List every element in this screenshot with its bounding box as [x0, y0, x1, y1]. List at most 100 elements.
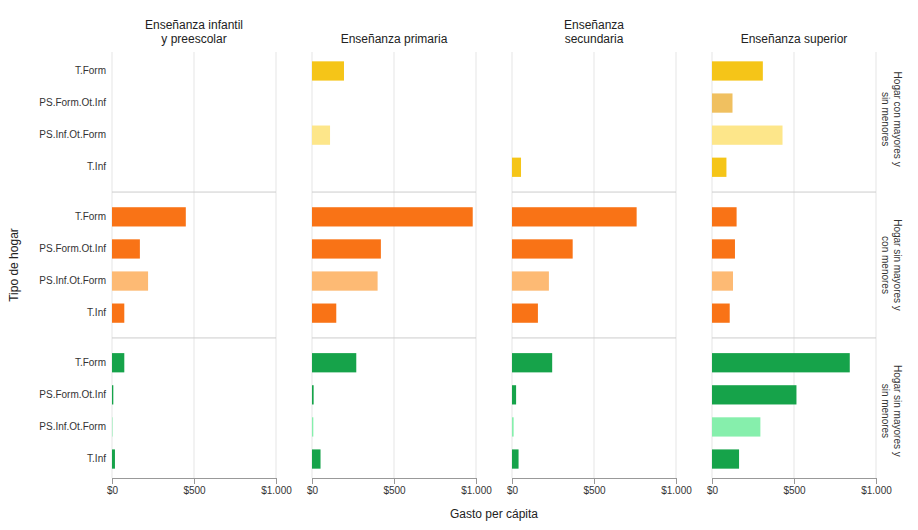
separators [712, 192, 876, 338]
bar [712, 61, 763, 80]
x-tick: $1.000 [461, 478, 492, 496]
x-tick-mark [394, 478, 395, 484]
grid-line [512, 52, 513, 478]
bar [512, 126, 513, 145]
bar [512, 207, 637, 226]
bar-group [512, 353, 552, 469]
bar-group [312, 61, 344, 144]
x-tick-mark [594, 478, 595, 484]
bar [712, 271, 733, 290]
bar [712, 304, 730, 323]
bar [512, 61, 513, 80]
x-axis-title: Gasto per cápita [450, 507, 538, 521]
y-tick: PS.Inf.Ot.Form [39, 275, 106, 286]
bar [312, 61, 344, 80]
x-tick-mark [794, 478, 795, 484]
bar [512, 353, 552, 372]
x-tick: $500 [783, 478, 806, 496]
text-line: Enseñanza superior [741, 32, 848, 46]
bar [112, 353, 124, 372]
bar [312, 304, 336, 323]
bar [712, 239, 735, 258]
x-tick-mark [112, 478, 113, 484]
x-tick-mark [312, 478, 313, 484]
grid-line [276, 52, 277, 478]
x-tick-mark [676, 478, 677, 484]
bar [712, 207, 737, 226]
bar [312, 207, 473, 226]
bar [712, 449, 739, 468]
x-tick: $500 [383, 478, 406, 496]
text-line: y preescolar [161, 32, 226, 46]
x-tick: $1.000 [261, 478, 292, 496]
group-label: Hogar sin mayores ysin menores [880, 365, 903, 457]
bar [712, 93, 733, 112]
bar [312, 449, 321, 468]
group-separator [312, 192, 476, 193]
bar-group [112, 353, 124, 469]
bar-group [512, 207, 637, 323]
panel-title: Enseñanza infantily preescolar [145, 18, 243, 46]
bar-group [712, 61, 783, 177]
group-label: Hogar sin mayores ycon menores [880, 219, 903, 311]
bar-group [112, 207, 186, 323]
y-tick: PS.Inf.Ot.Form [39, 129, 106, 140]
bar [512, 385, 516, 404]
y-tick-label: PS.Form.Ot.Inf [39, 97, 106, 108]
bar-group [712, 207, 737, 323]
y-tick: T.Form [75, 357, 106, 368]
text-line: con menores [880, 236, 891, 294]
bar-group [312, 353, 356, 469]
x-axis: $0$500$1.000 [707, 478, 892, 496]
x-tick-label: $0 [107, 485, 119, 496]
panel: $0$500$1.000Enseñanzasecundaria [507, 18, 692, 496]
panel: $0 $500 $1.000 Enseñanza primaria [307, 32, 492, 496]
bar [312, 417, 313, 436]
bar [112, 61, 113, 80]
separators [512, 192, 676, 338]
bar [312, 385, 314, 404]
bar [112, 385, 113, 404]
bar [112, 158, 113, 177]
panel-title: Enseñanza superior [741, 32, 848, 46]
bar [112, 417, 113, 436]
x-tick-mark [276, 478, 277, 484]
x-tick: $0 [307, 478, 319, 496]
x-tick-label: $0 [307, 485, 319, 496]
y-tick-label: T.Form [75, 211, 106, 222]
grid [712, 52, 876, 478]
x-tick-mark [876, 478, 877, 484]
bar [512, 417, 514, 436]
x-tick-mark [476, 478, 477, 484]
y-axis-title: Tipo de hogar [7, 228, 21, 302]
bar [512, 449, 519, 468]
x-tick-label: $1.000 [261, 485, 292, 496]
bar [712, 417, 760, 436]
group-separator [112, 337, 276, 338]
x-tick: $0 [107, 478, 119, 496]
bars [312, 61, 473, 468]
bar [712, 126, 783, 145]
grid-line [394, 52, 395, 478]
group-label: Hogar con mayores ysin menores [880, 72, 903, 167]
bar [512, 239, 573, 258]
x-tick-label: $1.000 [461, 485, 492, 496]
group-separator [112, 192, 276, 193]
text-line: Enseñanza primaria [341, 32, 448, 46]
bar [512, 93, 513, 112]
x-tick-label: $500 [583, 485, 606, 496]
bar [112, 449, 115, 468]
bar [712, 385, 796, 404]
separators [112, 192, 276, 338]
y-tick: T.Form [75, 65, 106, 76]
bar [112, 271, 148, 290]
bar [712, 353, 850, 372]
grid [112, 52, 276, 478]
group-separator [512, 192, 676, 193]
panel: $0$500$1.000 Enseñanza superior Hogar con … [707, 32, 903, 496]
x-axis-domain [513, 479, 677, 485]
y-tick: T.Form [75, 211, 106, 222]
separators [312, 192, 476, 338]
bar-group [712, 353, 850, 469]
y-tick-label: PS.Inf.Ot.Form [39, 275, 106, 286]
